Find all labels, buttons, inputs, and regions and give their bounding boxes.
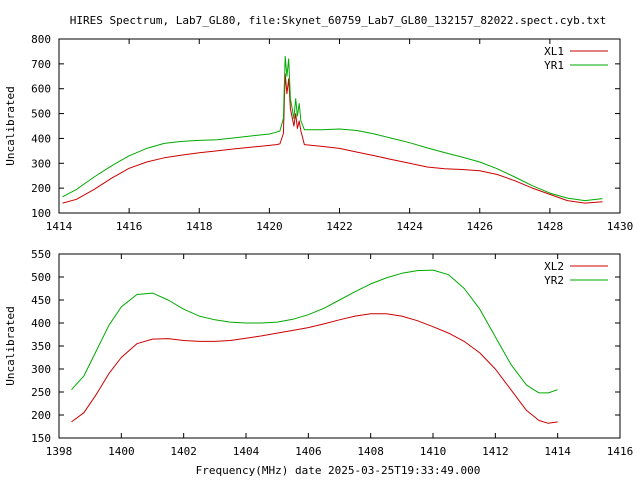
x-tick-label: 1426 xyxy=(467,220,494,233)
chart-title: HIRES Spectrum, Lab7_GL80, file:Skynet_6… xyxy=(70,14,606,27)
legend-label: XL1 xyxy=(544,45,564,58)
x-tick-label: 1406 xyxy=(295,445,322,458)
plot-frame xyxy=(58,253,621,439)
series-line-yr2 xyxy=(71,269,558,394)
y-tick-label: 550 xyxy=(31,248,51,261)
y-axis-label: Uncalibrated xyxy=(4,306,17,385)
series-line-xl2 xyxy=(71,313,558,424)
x-tick-label: 1404 xyxy=(233,445,260,458)
y-tick-label: 150 xyxy=(31,432,51,445)
y-tick-label: 450 xyxy=(31,294,51,307)
legend-label: YR1 xyxy=(544,59,564,72)
x-tick-label: 1418 xyxy=(186,220,213,233)
x-tick-label: 1416 xyxy=(607,445,634,458)
legend-label: YR2 xyxy=(544,274,564,287)
y-tick-label: 300 xyxy=(31,157,51,170)
x-tick-label: 1402 xyxy=(170,445,197,458)
y-tick-label: 200 xyxy=(31,182,51,195)
x-tick-label: 1414 xyxy=(544,445,571,458)
x-tick-label: 1400 xyxy=(108,445,135,458)
x-tick-label: 1398 xyxy=(46,445,73,458)
y-tick-label: 600 xyxy=(31,83,51,96)
x-tick-label: 1428 xyxy=(537,220,564,233)
series-line-yr1 xyxy=(62,55,603,202)
y-tick-label: 400 xyxy=(31,317,51,330)
y-tick-label: 400 xyxy=(31,132,51,145)
x-axis-label: Frequency(MHz) date 2025-03-25T19:33:49.… xyxy=(196,464,481,477)
x-tick-label: 1422 xyxy=(326,220,353,233)
y-tick-label: 300 xyxy=(31,363,51,376)
upper-panel: 1414 1416 1418 1420 1422 1424 1426 1428 1430 100 2… xyxy=(4,33,633,233)
y-tick-label: 350 xyxy=(31,340,51,353)
lower-panel: 1398 1400 1402 1404 1406 1408 1410 1412 1414 1416… xyxy=(4,248,633,458)
y-tick-label: 100 xyxy=(31,207,51,220)
y-tick-label: 500 xyxy=(31,271,51,284)
x-tick-label: 1412 xyxy=(482,445,509,458)
y-tick-label: 700 xyxy=(31,58,51,71)
series-line-xl1 xyxy=(62,73,603,204)
x-tick-label: 1416 xyxy=(116,220,143,233)
y-tick-label: 800 xyxy=(31,33,51,46)
x-tick-label: 1414 xyxy=(46,220,73,233)
legend-label: XL2 xyxy=(544,260,564,273)
x-tick-label: 1408 xyxy=(357,445,384,458)
x-tick-label: 1410 xyxy=(420,445,447,458)
y-tick-label: 200 xyxy=(31,409,51,422)
x-tick-label: 1430 xyxy=(607,220,634,233)
y-axis-label: Uncalibrated xyxy=(4,86,17,165)
y-tick-label: 250 xyxy=(31,386,51,399)
y-tick-label: 500 xyxy=(31,108,51,121)
x-tick-label: 1420 xyxy=(256,220,283,233)
x-tick-label: 1424 xyxy=(396,220,423,233)
